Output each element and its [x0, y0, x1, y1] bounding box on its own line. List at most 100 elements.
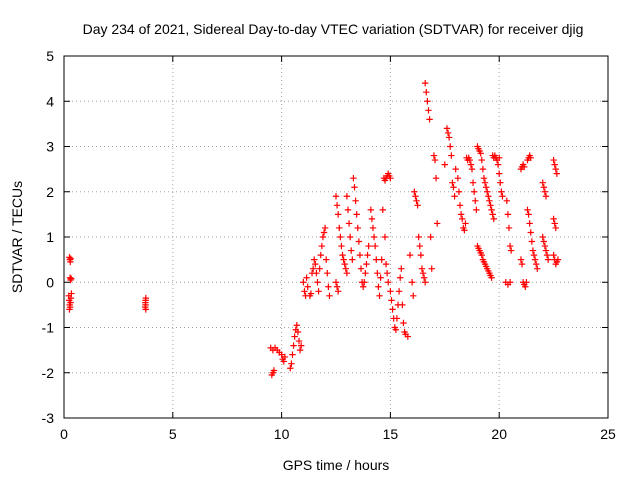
data-point [488, 206, 495, 214]
data-point [270, 367, 278, 374]
data-point [307, 290, 315, 297]
data-point [550, 215, 557, 223]
data-point [503, 197, 511, 204]
data-point [351, 184, 358, 191]
data-point [469, 179, 477, 186]
data-point [539, 179, 546, 186]
data-point [338, 242, 345, 250]
data-point [541, 242, 549, 250]
data-point [504, 211, 512, 218]
data-point [432, 174, 440, 182]
data-point [362, 270, 369, 277]
data-point [356, 251, 364, 259]
data-point [480, 174, 488, 182]
data-point [470, 188, 478, 195]
data-point [287, 365, 294, 372]
data-point [376, 292, 383, 300]
data-point [389, 306, 396, 313]
data-point [300, 279, 307, 286]
data-point [296, 346, 304, 354]
data-point [529, 247, 537, 254]
data-point [456, 202, 464, 209]
data-point [477, 150, 484, 157]
data-point [490, 215, 497, 223]
data-point [428, 265, 435, 272]
data-point [550, 156, 557, 164]
data-point [368, 215, 376, 223]
data-point [341, 260, 348, 268]
data-point [530, 251, 538, 259]
data-point [541, 188, 549, 195]
y-tick-label: 1 [46, 229, 54, 245]
data-point [367, 206, 375, 214]
data-point [344, 206, 352, 214]
data-point [333, 283, 341, 290]
data-point [377, 274, 384, 281]
data-point [473, 206, 480, 214]
data-point [315, 288, 322, 295]
axes-layer: 0 5 10 15 20 25 -3 -2 -1 0 1 2 3 4 5 [42, 48, 616, 442]
data-point [531, 256, 539, 263]
data-point [551, 161, 558, 168]
data-point [295, 337, 303, 345]
data-point [406, 251, 414, 259]
data-point [425, 107, 432, 114]
data-point [506, 242, 514, 250]
data-point [410, 292, 417, 300]
data-point [472, 197, 479, 204]
data-point [365, 242, 372, 250]
data-point [343, 270, 351, 277]
data-point [422, 79, 429, 87]
data-point [443, 125, 451, 132]
data-point [67, 255, 74, 262]
data-point [505, 224, 513, 232]
data-point [441, 161, 448, 168]
data-point [332, 193, 340, 200]
data-point [393, 315, 401, 322]
data-point [349, 256, 356, 263]
data-point [527, 154, 534, 162]
data-point [518, 260, 526, 268]
data-point [426, 116, 433, 123]
data-point [294, 328, 302, 336]
data-point [342, 265, 349, 272]
data-point [280, 358, 287, 365]
data-point [399, 301, 406, 309]
data-point [324, 270, 331, 277]
data-point [313, 270, 320, 277]
data-point [552, 165, 559, 173]
data-point [506, 279, 514, 286]
data-point [400, 319, 407, 327]
data-point [371, 242, 379, 250]
x-tick-label: 15 [383, 426, 399, 442]
data-point [288, 360, 295, 367]
data-point [423, 89, 430, 96]
data-point [450, 184, 457, 191]
data-point [485, 193, 492, 200]
data-point [543, 251, 551, 259]
data-point [452, 165, 459, 173]
data-point [382, 260, 390, 268]
data-point [462, 220, 469, 227]
data-point [479, 165, 487, 173]
data-point [281, 353, 289, 361]
data-point [334, 211, 342, 218]
data-point [448, 152, 455, 159]
data-point [360, 283, 367, 290]
data-point [424, 98, 431, 105]
data-point [522, 283, 529, 290]
data-point [484, 188, 491, 195]
data-point [325, 283, 332, 290]
data-point [459, 215, 466, 223]
data-point [540, 238, 548, 245]
data-point [301, 288, 308, 295]
y-tick-label: 4 [46, 93, 54, 109]
data-point [554, 256, 562, 263]
data-point [431, 156, 439, 164]
x-tick-label: 5 [169, 426, 177, 442]
data-point [433, 220, 441, 227]
data-point [417, 251, 425, 259]
data-point [378, 256, 385, 263]
data-point [392, 326, 400, 333]
data-point [525, 211, 532, 218]
